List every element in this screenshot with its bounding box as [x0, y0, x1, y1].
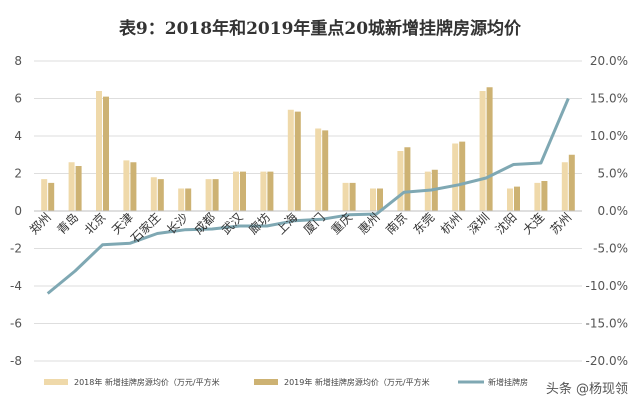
line-series: [46, 97, 570, 295]
y-right-tick-label: 10.0%: [590, 129, 628, 143]
category-label: 大连: [519, 210, 547, 238]
bar-2019: [75, 166, 82, 211]
bar-2019: [514, 186, 520, 211]
bar-2018: [41, 179, 48, 211]
bar-2019: [568, 154, 575, 211]
category-label: 廊坊: [245, 210, 273, 238]
y-left-tick-label: -2: [10, 242, 22, 256]
y-left-tick-label: 4: [14, 129, 22, 143]
bar-2018: [178, 188, 185, 211]
y-left-tick-label: -6: [10, 317, 22, 331]
category-label: 厦门: [300, 210, 328, 238]
legend-label: 2019年 新增挂牌房源均价（万元/平方米: [284, 377, 430, 387]
bar-2018: [397, 151, 404, 211]
y-right-tick-label: 5.0%: [598, 167, 629, 181]
bar-2019: [157, 179, 164, 211]
bar-2019: [294, 111, 301, 211]
category-label: 杭州: [437, 210, 465, 238]
category-label: 苏州: [548, 210, 575, 237]
legend-swatch: [44, 379, 68, 385]
bar-2019: [349, 182, 356, 211]
bar-2018: [96, 91, 102, 211]
bar-2018: [342, 182, 349, 211]
bar-2019: [267, 171, 274, 211]
y-left-tick-label: 0: [14, 204, 22, 218]
bar-2019: [240, 171, 246, 211]
bar-2019: [541, 181, 548, 211]
y-right-tick-label: -15.0%: [586, 317, 628, 331]
y-right-tick-label: -20.0%: [586, 354, 628, 368]
bar-2019: [48, 182, 55, 211]
bar-2018: [287, 109, 294, 211]
y-left-tick-label: 6: [14, 92, 22, 106]
bar-2018: [260, 171, 267, 211]
category-label: 深圳: [465, 210, 492, 237]
legend-swatch: [254, 379, 278, 385]
y-right-tick-label: 0.0%: [598, 204, 629, 218]
bar-2019: [130, 162, 137, 211]
bar-2019: [404, 147, 411, 211]
category-label: 沈阳: [492, 210, 520, 238]
category-label: 青岛: [54, 210, 82, 238]
bar-2018: [452, 143, 459, 211]
category-label: 成都: [191, 210, 218, 237]
bar-2019: [486, 87, 493, 211]
bar-2018: [561, 162, 568, 211]
y-right-tick-label: 20.0%: [590, 54, 628, 68]
category-label: 北京: [82, 210, 109, 237]
bar-2018: [233, 171, 239, 211]
y-right-tick-label: -10.0%: [586, 279, 628, 293]
y-left-tick-label: 2: [14, 167, 22, 181]
category-label: 南京: [382, 210, 410, 238]
bar-2019: [377, 188, 383, 211]
bar-2018: [68, 162, 75, 211]
y-left-tick-label: -8: [10, 354, 22, 368]
y-left-tick-label: 8: [14, 54, 22, 68]
bar-2019: [322, 130, 329, 211]
legend-label: 新增挂牌房: [488, 377, 528, 387]
category-label: 上海: [273, 210, 301, 238]
bar-2018: [507, 188, 513, 211]
bar-2019: [212, 179, 219, 211]
bar-2019: [459, 141, 466, 211]
watermark: 头条 @杨现领: [543, 378, 630, 397]
chart-title: 表9：2018年和2019年重点20城新增挂牌房源均价: [118, 19, 522, 39]
y-right-tick-label: -5.0%: [593, 242, 628, 256]
bar-2018: [479, 91, 486, 211]
bar-2018: [123, 160, 130, 211]
category-label: 石家庄: [127, 210, 163, 246]
legend-label: 2018年 新增挂牌房源均价（万元/平方米: [74, 377, 220, 387]
bar-2018: [315, 128, 322, 211]
category-label: 郑州: [26, 210, 54, 238]
bar-2018: [150, 177, 157, 211]
bar-2018: [205, 179, 212, 211]
category-label: 武汉: [219, 210, 246, 237]
bar-2018: [370, 188, 376, 211]
bar-2018: [534, 182, 541, 211]
category-label: 东莞: [411, 210, 438, 237]
y-right-tick-label: 15.0%: [590, 92, 628, 106]
bar-2019: [103, 96, 109, 211]
bar-2019: [185, 188, 192, 211]
y-left-tick-label: -4: [10, 279, 22, 293]
